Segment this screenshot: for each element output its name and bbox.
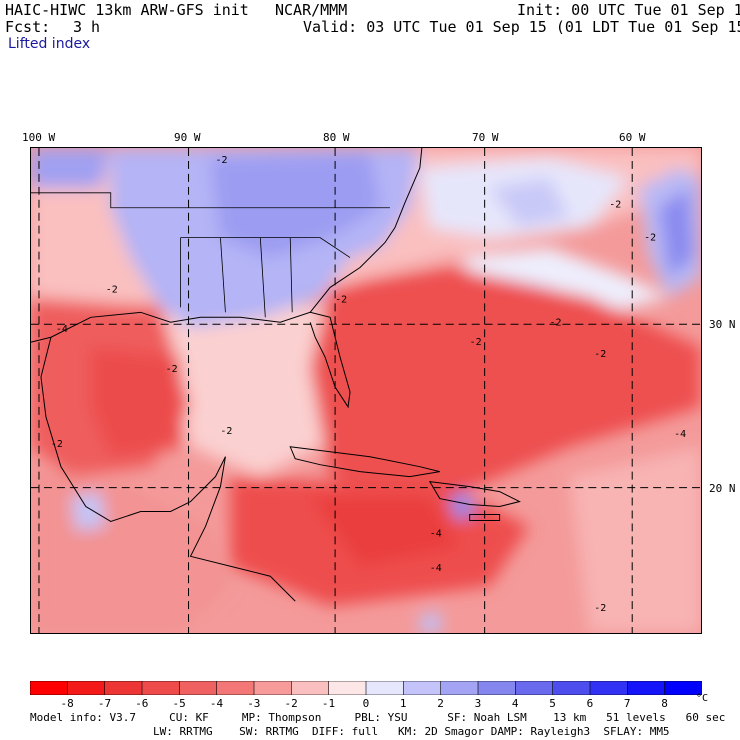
- colorbar-swatch: [477, 681, 517, 695]
- colorbar-unit: °C: [696, 693, 709, 704]
- colorbar-tick-label: 7: [623, 697, 631, 710]
- colorbar: [30, 681, 702, 695]
- colorbar-swatch: [141, 681, 181, 695]
- valid-time: Valid: 03 UTC Tue 01 Sep 15 (01 LDT Tue …: [303, 18, 740, 36]
- colorbar-tick-label: 6: [586, 697, 594, 710]
- colorbar-tick-label: 2: [437, 697, 444, 710]
- lon-label-80w: 80 W: [323, 131, 350, 144]
- colorbar-swatch: [328, 681, 367, 695]
- lon-label-90w: 90 W: [174, 131, 201, 144]
- colorbar-tick-label: -6: [135, 697, 149, 710]
- field-shading: [31, 148, 701, 633]
- lat-label-20n: 20 N: [709, 482, 736, 495]
- contour-label: -2: [609, 200, 621, 211]
- colorbar-tick-label: -5: [172, 697, 186, 710]
- colorbar-tick-label: 0: [362, 697, 370, 710]
- lon-label-70w: 70 W: [472, 131, 499, 144]
- contour-label: -4: [674, 429, 686, 440]
- contour-label: -2: [594, 603, 606, 614]
- model-info-line2: LW: RRTMG SW: RRTMG DIFF: full KM: 2D Sm…: [153, 725, 670, 738]
- colorbar-swatch: [67, 681, 106, 695]
- contour-label: -2: [220, 426, 232, 437]
- contour-label: -2: [106, 284, 118, 295]
- contour-label: -2: [335, 294, 347, 305]
- fcst-label: Fcst:: [5, 18, 51, 36]
- model-info-line1: Model info: V3.7 CU: KF MP: Thompson PBL…: [30, 711, 726, 724]
- contour-label: -2: [51, 439, 63, 450]
- lat-label-30n: 30 N: [709, 318, 736, 331]
- contour-label: -4: [56, 324, 68, 335]
- contour-label: -2: [166, 364, 178, 375]
- colorbar-swatch: [515, 681, 554, 695]
- colorbar-swatch: [253, 681, 293, 695]
- colorbar-tick-label: 8: [661, 697, 668, 710]
- state-borders: [31, 192, 390, 318]
- colorbar-tick-label: -3: [247, 697, 261, 710]
- colorbar-tick-label: -7: [97, 697, 112, 710]
- colorbar-swatch: [440, 681, 479, 695]
- model-title: HAIC-HIWC 13km ARW-GFS init: [5, 1, 249, 19]
- lon-label-60w: 60 W: [619, 131, 646, 144]
- contour-label: -4: [430, 563, 442, 574]
- contour-label: -2: [644, 233, 656, 244]
- lon-label-100w: 100 W: [22, 131, 56, 144]
- org-label: NCAR/MMM: [275, 1, 348, 19]
- contour-label: -2: [215, 155, 227, 166]
- colorbar-swatch: [403, 681, 442, 695]
- colorbar-swatch: [365, 681, 405, 695]
- colorbar-tick-label: -8: [60, 697, 74, 710]
- colorbar-swatch: [104, 681, 143, 695]
- init-time: Init: 00 UTC Tue 01 Sep 15: [517, 1, 740, 19]
- colorbar-tick-label: 1: [399, 697, 407, 710]
- colorbar-swatch: [664, 681, 702, 695]
- colorbar-swatch: [30, 681, 69, 695]
- contour-label: -2: [594, 349, 606, 360]
- colorbar-swatch: [589, 681, 629, 695]
- colorbar-swatch: [552, 681, 591, 695]
- colorbar-tick-label: 5: [549, 697, 556, 710]
- colorbar-tick-label: -2: [284, 697, 298, 710]
- contour-label: -2: [470, 337, 482, 348]
- fcst-value: 3 h: [73, 18, 101, 36]
- contour-label: -4: [430, 528, 442, 539]
- colorbar-tick-label: 4: [511, 697, 519, 710]
- colorbar-tick-label: -4: [209, 697, 224, 710]
- field-name: Lifted index: [8, 36, 91, 52]
- colorbar-swatch: [627, 681, 666, 695]
- colorbar-swatch: [291, 681, 330, 695]
- colorbar-tick-label: -1: [321, 697, 336, 710]
- lifted-index-map: -2 -2 -2 -2 -4 -2 -2 -2 -2 -2 -2 -4 -4 -…: [30, 147, 702, 634]
- colorbar-tick-label: 3: [474, 697, 482, 710]
- colorbar-swatch: [179, 681, 218, 695]
- colorbar-swatch: [216, 681, 255, 695]
- contour-label: -2: [549, 317, 561, 328]
